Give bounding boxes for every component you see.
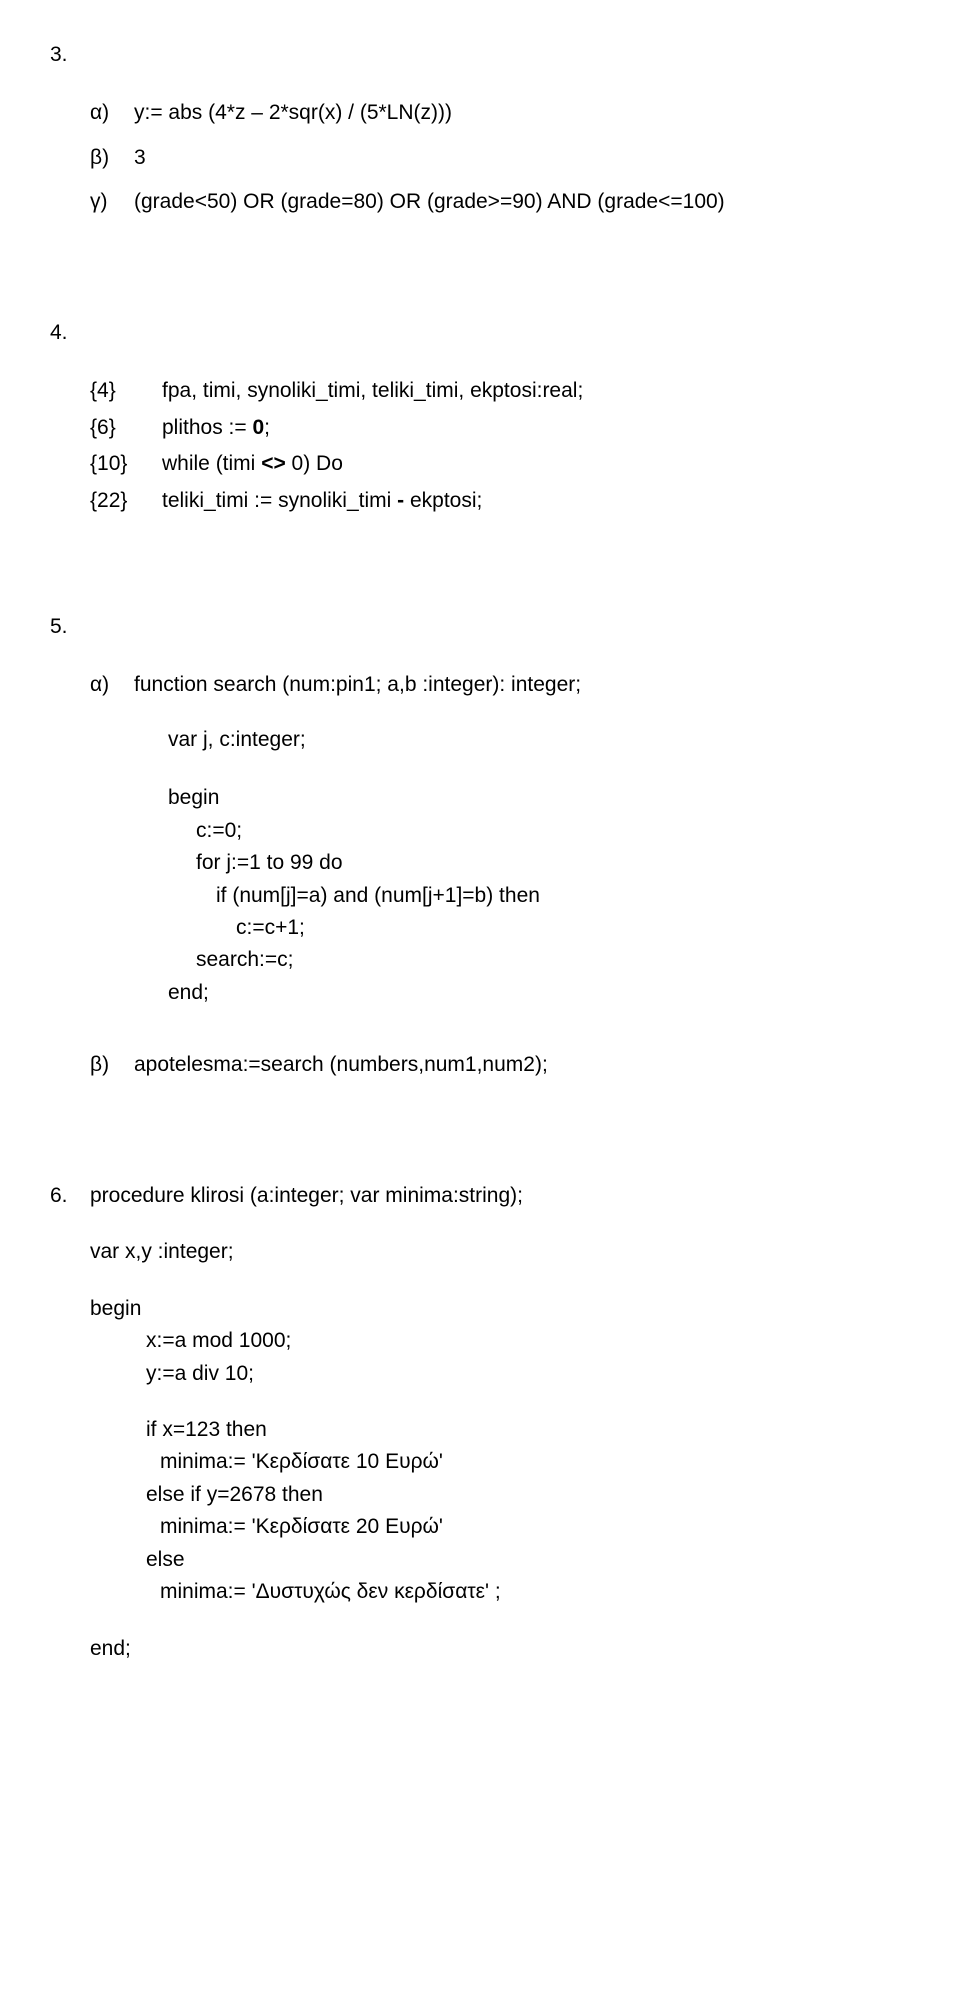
q3-a-bullet: α) xyxy=(90,98,134,128)
q4-brace-1: {6} xyxy=(90,413,162,443)
q4-text-0-pre: fpa, timi, synoliki_timi, teliki_timi, e… xyxy=(162,379,583,402)
q5-code-0: begin xyxy=(168,783,900,813)
q4-brace-0: {4} xyxy=(90,376,162,406)
q6-code-7: minima:= 'Κερδίσατε 20 Ευρώ' xyxy=(160,1512,900,1542)
q6-code-9: minima:= 'Δυστυχώς δεν κερδίσατε' ; xyxy=(160,1577,900,1607)
q3-b-bullet: β) xyxy=(90,143,134,173)
q4-brace-2: {10} xyxy=(90,449,162,479)
q5-code-5: search:=c; xyxy=(196,945,900,975)
q4-text-3: teliki_timi := synoliki_timi - ekptosi; xyxy=(162,486,900,516)
q6-code-5: minima:= 'Κερδίσατε 10 Ευρώ' xyxy=(160,1447,900,1477)
q4-text-2-pre: while (timi xyxy=(162,452,261,475)
q6-code-6: else if y=2678 then xyxy=(146,1480,900,1510)
q6-number: 6. xyxy=(50,1181,90,1211)
q5-a-var: var j, c:integer; xyxy=(168,725,900,755)
q3-item-b: β) 3 xyxy=(90,143,900,173)
q4-block: {4} fpa, timi, synoliki_timi, teliki_tim… xyxy=(90,376,900,516)
q5-code-2: for j:=1 to 99 do xyxy=(196,848,900,878)
q6-code-2: y:=a div 10; xyxy=(146,1359,900,1389)
q4-row-3: {22} teliki_timi := synoliki_timi - ekpt… xyxy=(90,486,900,516)
q3-c-bullet: γ) xyxy=(90,187,134,217)
q6-code-1: x:=a mod 1000; xyxy=(146,1326,900,1356)
q4-text-1-post: ; xyxy=(264,416,270,439)
q5-code-1: c:=0; xyxy=(196,816,900,846)
q4-brace-3: {22} xyxy=(90,486,162,516)
q6-code-8: else xyxy=(146,1545,900,1575)
q4-row-1: {6} plithos := 0; xyxy=(90,413,900,443)
q6-code: begin x:=a mod 1000; y:=a div 10; if x=1… xyxy=(90,1294,900,1608)
q3-item-c: γ) (grade<50) OR (grade=80) OR (grade>=9… xyxy=(90,187,900,217)
q4-text-2: while (timi <> 0) Do xyxy=(162,449,900,479)
q4-text-2-post: 0) Do xyxy=(286,452,343,475)
q4-text-3-post: ekptosi; xyxy=(404,489,482,512)
q5-item-a: α) function search (num:pin1; a,b :integ… xyxy=(90,670,900,700)
q4-row-2: {10} while (timi <> 0) Do xyxy=(90,449,900,479)
q5-a-code: begin c:=0; for j:=1 to 99 do if (num[j]… xyxy=(168,783,900,1008)
q5-code-3: if (num[j]=a) and (num[j+1]=b) then xyxy=(216,881,900,911)
q6-sig: procedure klirosi (a:integer; var minima… xyxy=(90,1181,523,1211)
q4-text-0: fpa, timi, synoliki_timi, teliki_timi, e… xyxy=(162,376,900,406)
q6-code-4: if x=123 then xyxy=(146,1415,900,1445)
q6-var: var x,y :integer; xyxy=(90,1237,900,1267)
q5-b-text: apotelesma:=search (numbers,num1,num2); xyxy=(134,1050,900,1080)
q5-number: 5. xyxy=(50,612,900,642)
q5-code-4: c:=c+1; xyxy=(236,913,900,943)
q4-row-0: {4} fpa, timi, synoliki_timi, teliki_tim… xyxy=(90,376,900,406)
q4-number: 4. xyxy=(50,318,900,348)
q4-text-1-pre: plithos := xyxy=(162,416,252,439)
q5-item-b: β) apotelesma:=search (numbers,num1,num2… xyxy=(90,1050,900,1080)
q6-header: 6. procedure klirosi (a:integer; var min… xyxy=(90,1181,900,1211)
q3-c-text: (grade<50) OR (grade=80) OR (grade>=90) … xyxy=(134,187,900,217)
q4-text-1: plithos := 0; xyxy=(162,413,900,443)
q4-text-3-pre: teliki_timi := synoliki_timi xyxy=(162,489,397,512)
q3-number: 3. xyxy=(50,40,900,70)
document-page: 3. α) y:= abs (4*z – 2*sqr(x) / (5*LN(z)… xyxy=(0,0,960,1724)
q5-code-6: end; xyxy=(168,978,900,1008)
q5-b-bullet: β) xyxy=(90,1050,134,1080)
q5-a-bullet: α) xyxy=(90,670,134,700)
q4-text-1-bold: 0 xyxy=(252,416,264,439)
q6-code-0: begin xyxy=(90,1294,900,1324)
q6-code-3 xyxy=(90,1391,900,1413)
q3-a-text: y:= abs (4*z – 2*sqr(x) / (5*LN(z))) xyxy=(134,98,900,128)
q6-end: end; xyxy=(90,1634,900,1664)
q3-b-text: 3 xyxy=(134,143,900,173)
q5-a-sig: function search (num:pin1; a,b :integer)… xyxy=(134,670,900,700)
q3-item-a: α) y:= abs (4*z – 2*sqr(x) / (5*LN(z))) xyxy=(90,98,900,128)
q4-text-2-bold: <> xyxy=(261,452,286,475)
